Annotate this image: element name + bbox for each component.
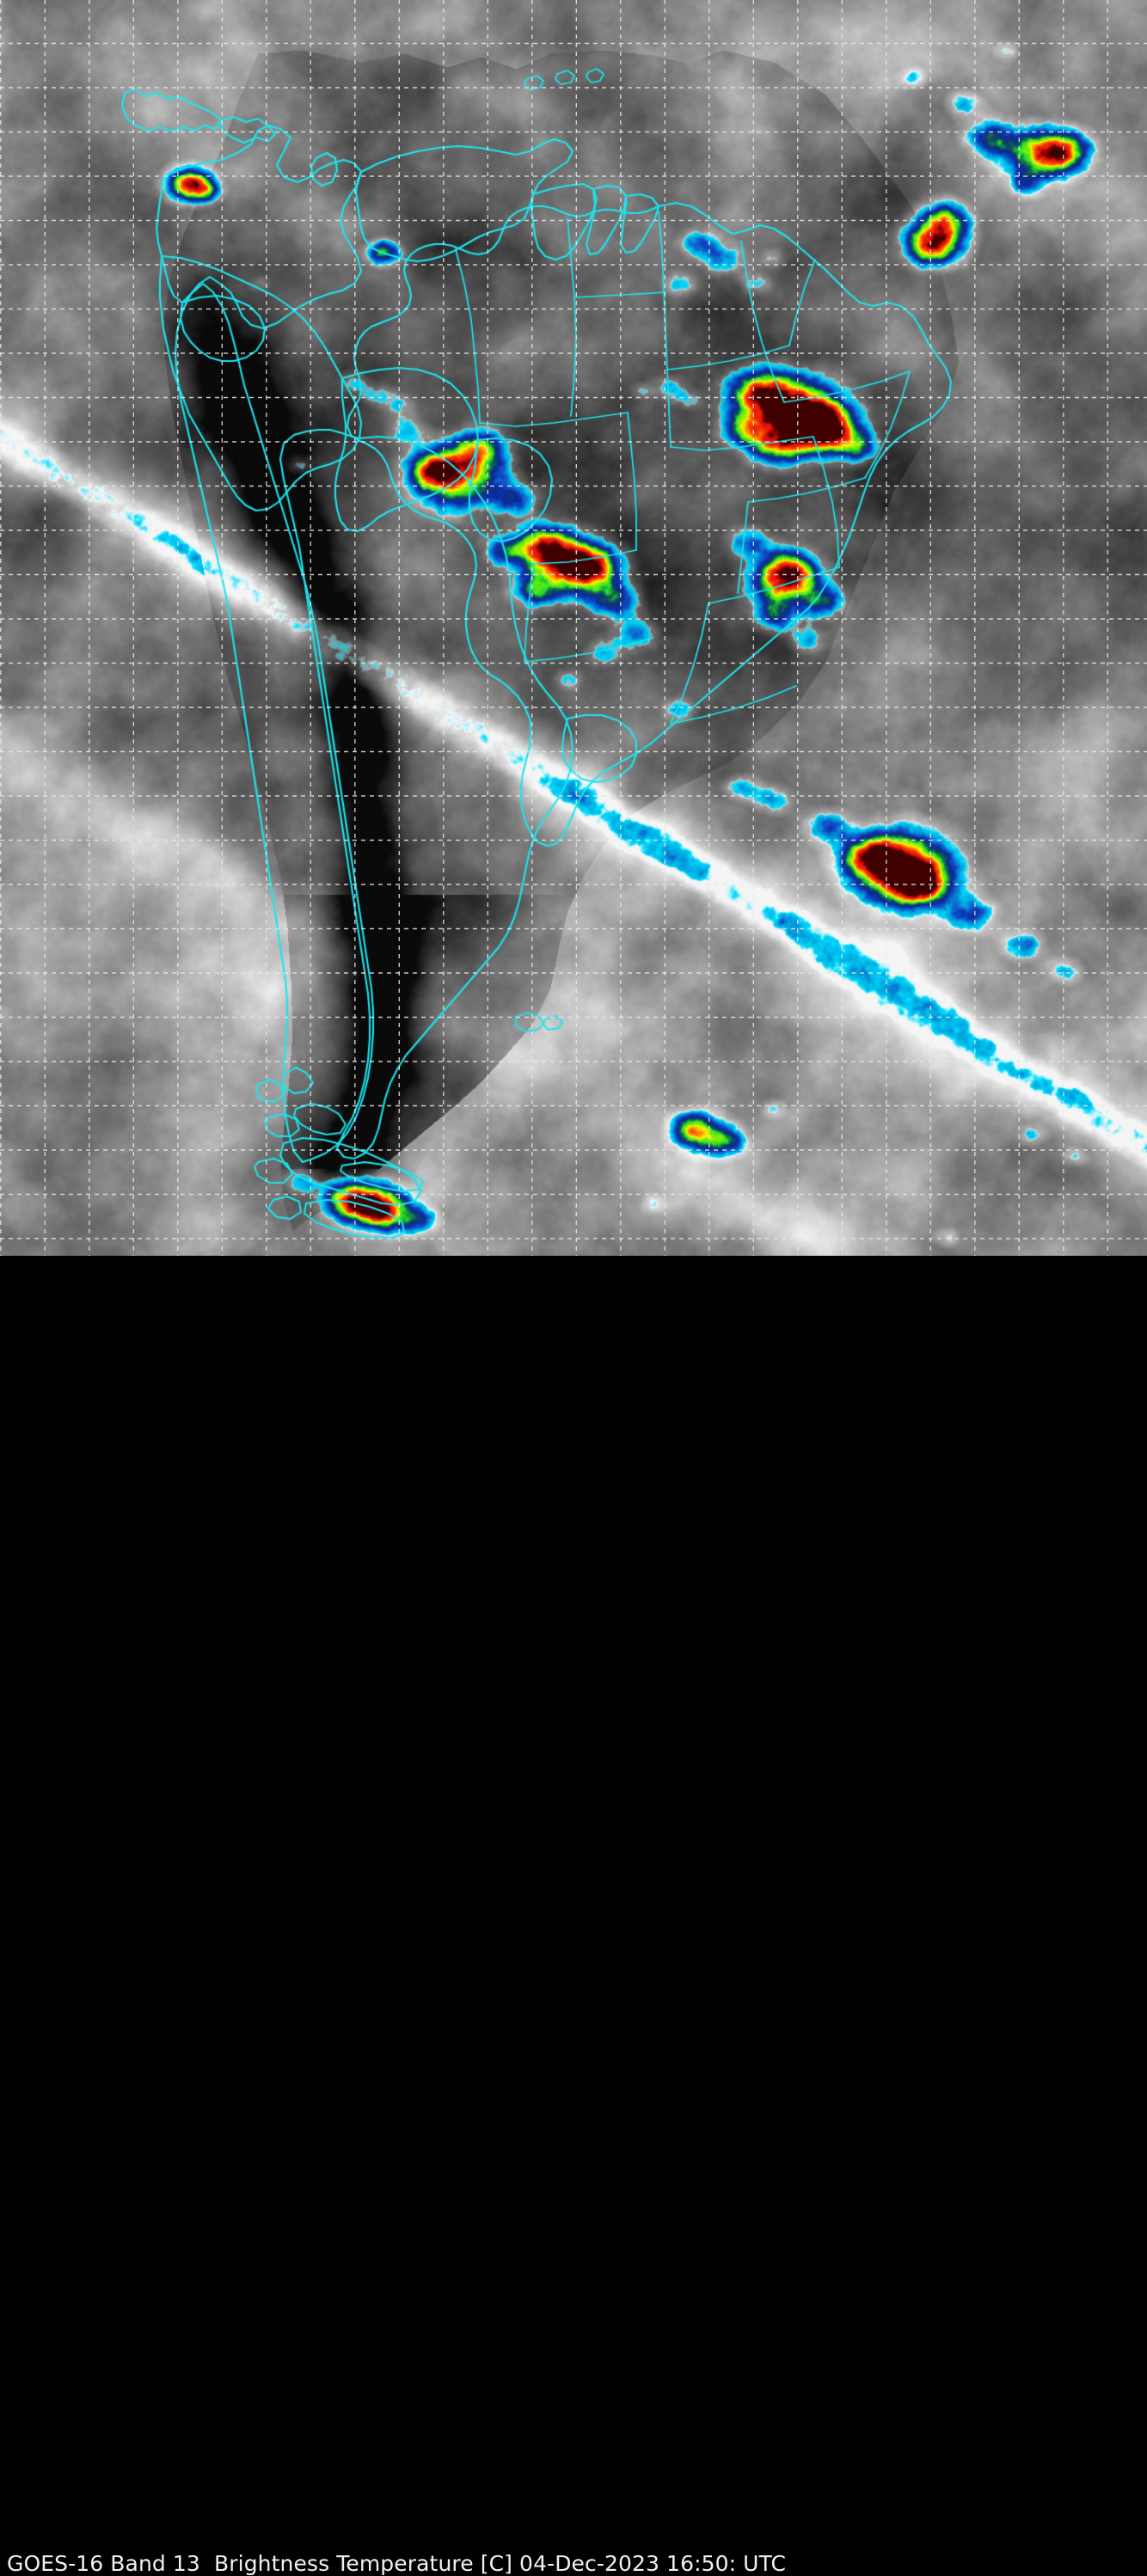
caption-bar: GOES-16 Band 13 Brightness Temperature [… [0, 1256, 1147, 2575]
satellite-ir-image [0, 0, 1147, 1256]
satellite-imagery-panel [0, 0, 1147, 1256]
product-caption: GOES-16 Band 13 Brightness Temperature [… [7, 2551, 787, 2576]
